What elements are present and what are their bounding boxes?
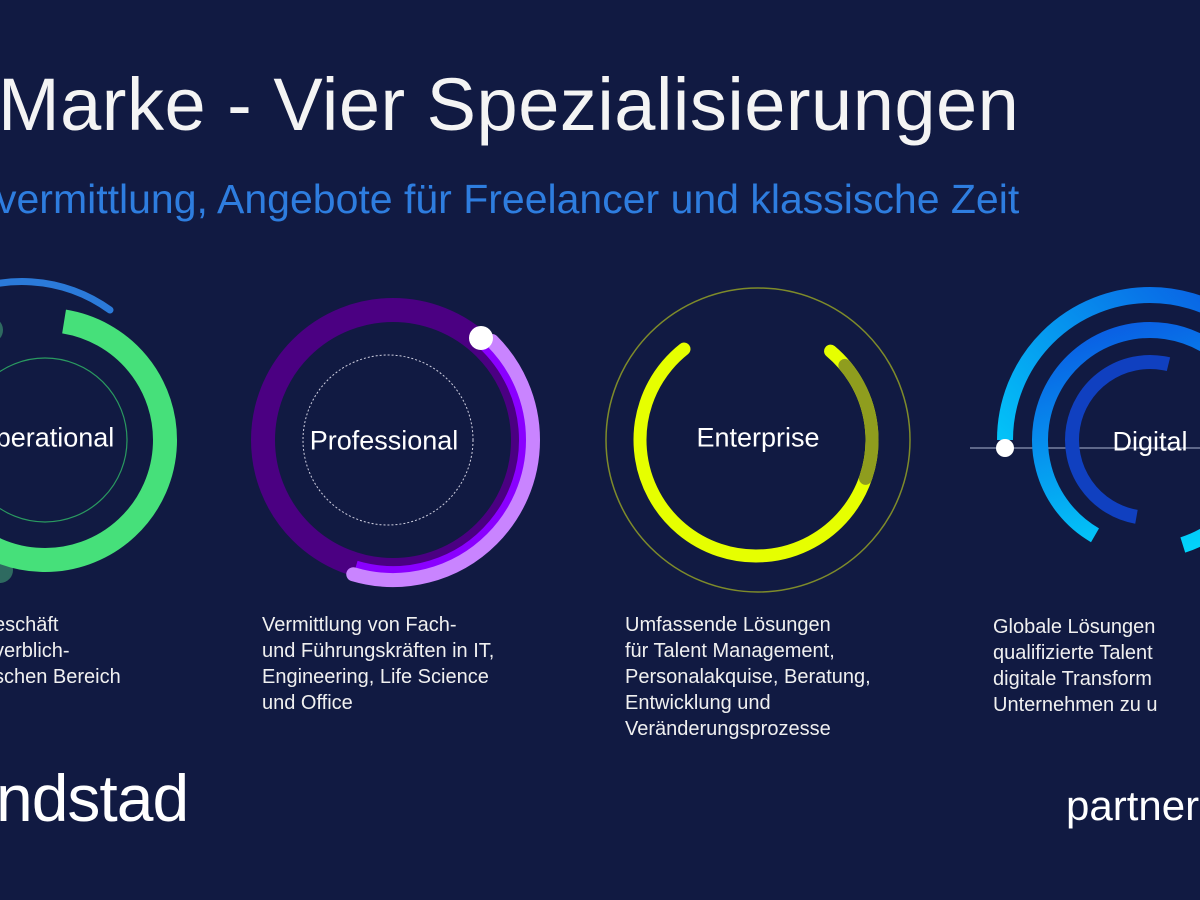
segment-label-professional: Professional bbox=[309, 425, 459, 456]
segment-label-digital: Digital bbox=[1112, 426, 1188, 457]
segment-label-enterprise: Enterprise bbox=[696, 422, 820, 453]
segment-description-professional: Vermittlung von Fach- und Führungskräfte… bbox=[262, 614, 495, 714]
professional-dot bbox=[469, 326, 493, 350]
professional-ring bbox=[245, 293, 540, 587]
digital-dot bbox=[996, 439, 1014, 457]
segment-label-operational: perational bbox=[0, 422, 115, 453]
partner-logo: partner bbox=[1066, 782, 1200, 829]
randstad-logo: ndstad bbox=[0, 761, 189, 835]
segment-description-digital: Globale Lösungen qualifizierte Talent di… bbox=[993, 616, 1158, 716]
segment-description-operational: eschäft verblich- schen Bereich bbox=[0, 614, 121, 688]
operational-ring bbox=[0, 278, 178, 584]
segment-description-enterprise: Umfassende Lösungen für Talent Managemen… bbox=[625, 614, 871, 740]
page-subtitle: vermittlung, Angebote für Freelancer und… bbox=[0, 176, 1020, 222]
page-title: Marke - Vier Spezialisierungen bbox=[0, 63, 1020, 146]
digital-ring bbox=[970, 287, 1200, 593]
enterprise-ring bbox=[605, 287, 911, 593]
